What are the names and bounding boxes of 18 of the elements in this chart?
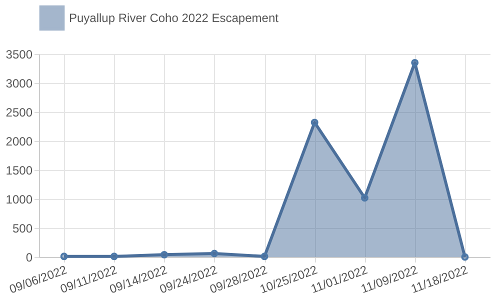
y-tick-label: 500 xyxy=(12,222,33,236)
y-tick-label: 1500 xyxy=(6,164,33,178)
y-tick-label: 2000 xyxy=(6,134,33,148)
point xyxy=(411,58,419,66)
point xyxy=(461,253,469,261)
y-tick-label: 1000 xyxy=(6,192,33,206)
legend-label: Puyallup River Coho 2022 Escapement xyxy=(69,11,280,25)
point xyxy=(260,252,268,260)
point xyxy=(110,252,118,260)
point xyxy=(60,252,68,260)
point xyxy=(310,118,318,126)
point xyxy=(360,194,368,202)
point xyxy=(160,250,168,258)
y-tick-label: 2500 xyxy=(6,106,33,120)
y-tick-label: 3500 xyxy=(6,48,33,62)
point xyxy=(210,250,218,258)
y-tick-label: 3000 xyxy=(6,76,33,90)
y-tick-label: 0 xyxy=(26,250,33,264)
